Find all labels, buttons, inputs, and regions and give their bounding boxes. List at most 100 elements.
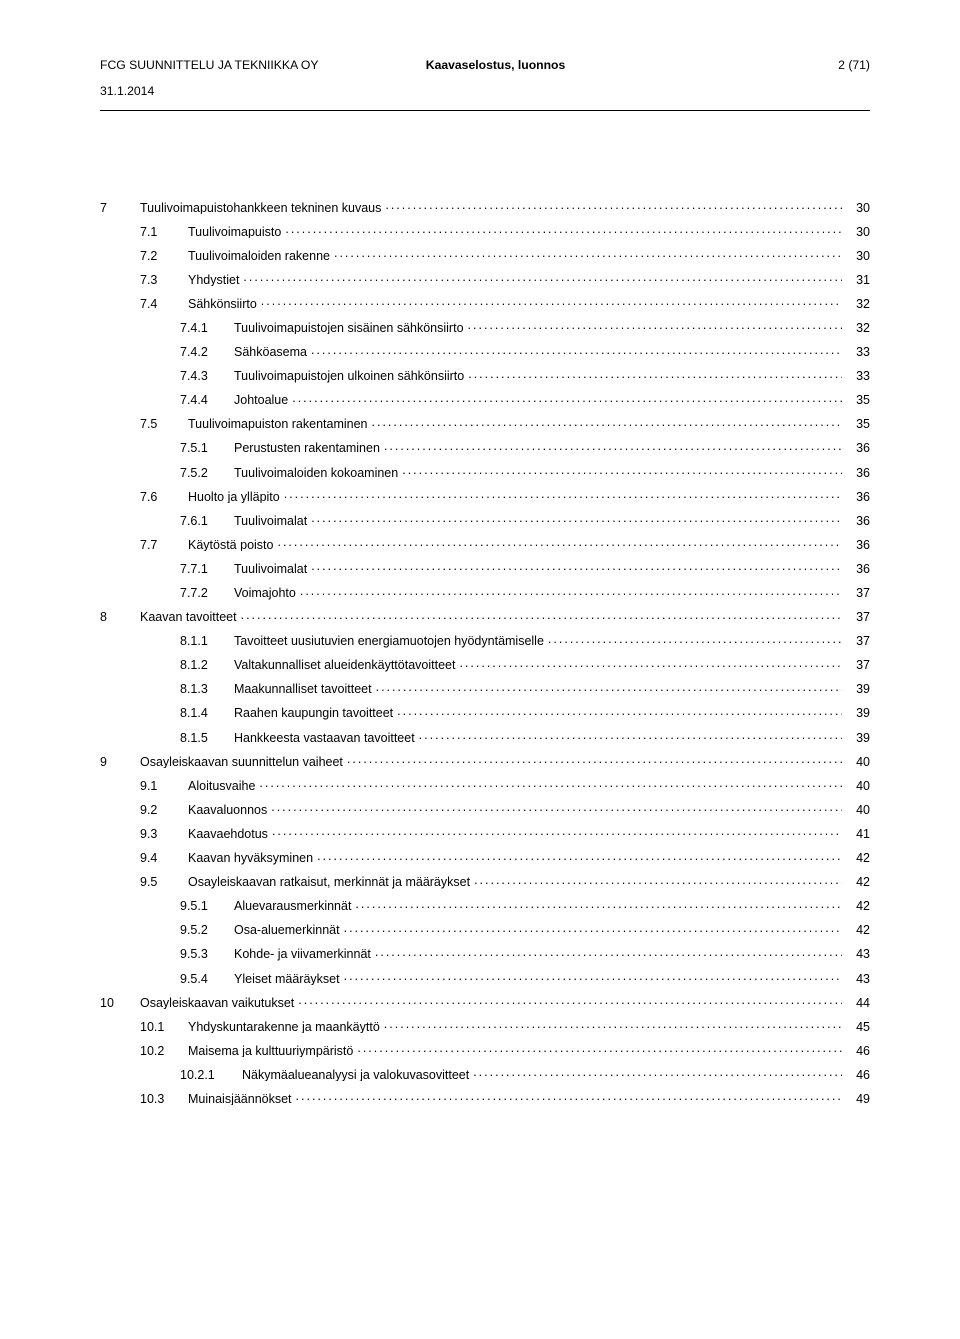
toc-leader-dots (317, 850, 842, 863)
toc-leader-dots (468, 368, 842, 381)
toc-entry-title: Valtakunnalliset alueidenkäyttötavoittee… (234, 659, 455, 672)
toc-entry-number: 7.6 (140, 491, 188, 504)
toc-entry-page: 36 (846, 515, 870, 528)
toc-entry-number: 8.1.3 (180, 683, 234, 696)
toc-leader-dots (243, 271, 842, 284)
toc-entry-page: 42 (846, 900, 870, 913)
toc-leader-dots (311, 512, 842, 525)
toc-entry-number: 7.4.2 (180, 346, 234, 359)
toc-entry-title: Tuulivoimapuiston rakentaminen (188, 418, 368, 431)
toc-leader-dots (259, 777, 842, 790)
toc-leader-dots (241, 609, 842, 622)
toc-row: 7.5Tuulivoimapuiston rakentaminen 35 (100, 416, 870, 431)
toc-leader-dots (311, 560, 842, 573)
toc-row: 9.5Osayleiskaavan ratkaisut, merkinnät j… (100, 874, 870, 889)
toc-entry-page: 49 (846, 1093, 870, 1106)
toc-entry-page: 37 (846, 635, 870, 648)
toc-entry-page: 45 (846, 1021, 870, 1034)
toc-entry-page: 39 (846, 707, 870, 720)
toc-row: 7.4.2Sähköasema33 (100, 344, 870, 359)
toc-entry-page: 41 (846, 828, 870, 841)
toc-row: 9.2Kaavaluonnos40 (100, 801, 870, 816)
toc-leader-dots (357, 1042, 842, 1055)
toc-entry-title: Tuulivoimalat (234, 563, 307, 576)
toc-entry-title: Tavoitteet uusiutuvien energiamuotojen h… (234, 635, 544, 648)
toc-entry-title: Kaavaehdotus (188, 828, 268, 841)
toc-entry-title: Yleiset määräykset (234, 973, 340, 986)
toc-entry-page: 30 (846, 250, 870, 263)
toc-entry-page: 44 (846, 997, 870, 1010)
header-page-label: 2 (71) (722, 58, 870, 72)
toc-row: 7.7.2Voimajohto37 (100, 585, 870, 600)
toc-entry-page: 33 (846, 370, 870, 383)
toc-entry-page: 42 (846, 852, 870, 865)
toc-entry-title: Voimajohto (234, 587, 296, 600)
toc-entry-title: Käytöstä poisto (188, 539, 273, 552)
toc-entry-number: 10 (100, 997, 140, 1010)
toc-row: 10.2.1Näkymäalueanalyysi ja valokuvasovi… (100, 1066, 870, 1081)
toc-entry-number: 9.3 (140, 828, 188, 841)
toc-entry-number: 7.4.3 (180, 370, 234, 383)
table-of-contents: 7Tuulivoimapuistohankkeen tekninen kuvau… (100, 199, 870, 1105)
toc-entry-number: 8.1.2 (180, 659, 234, 672)
toc-row: 10.1Yhdyskuntarakenne ja maankäyttö45 (100, 1018, 870, 1033)
toc-leader-dots (384, 440, 842, 453)
toc-entry-number: 9.1 (140, 780, 188, 793)
toc-leader-dots (419, 729, 842, 742)
toc-row: 10Osayleiskaavan vaikutukset 44 (100, 994, 870, 1009)
page-header: FCG SUUNNITTELU JA TEKNIIKKA OY Kaavasel… (100, 58, 870, 72)
toc-leader-dots (402, 464, 842, 477)
header-doc-title: Kaavaselostus, luonnos (426, 58, 722, 72)
toc-entry-title: Tuulivoimaloiden kokoaminen (234, 467, 398, 480)
toc-entry-title: Hankkeesta vastaavan tavoitteet (234, 732, 415, 745)
toc-row: 10.2Maisema ja kulttuuriympäristö46 (100, 1042, 870, 1057)
toc-row: 9.5.4Yleiset määräykset43 (100, 970, 870, 985)
toc-row: 7Tuulivoimapuistohankkeen tekninen kuvau… (100, 199, 870, 214)
toc-entry-number: 9.5.3 (180, 948, 234, 961)
header-date: 31.1.2014 (100, 84, 870, 98)
toc-entry-page: 35 (846, 394, 870, 407)
toc-row: 7.2Tuulivoimaloiden rakenne30 (100, 247, 870, 262)
toc-entry-number: 7.2 (140, 250, 188, 263)
toc-row: 10.3Muinaisjäännökset49 (100, 1090, 870, 1105)
toc-entry-number: 9.5 (140, 876, 188, 889)
toc-row: 7.5.2Tuulivoimaloiden kokoaminen36 (100, 464, 870, 479)
toc-leader-dots (375, 946, 842, 959)
toc-entry-page: 35 (846, 418, 870, 431)
toc-entry-title: Kaavan tavoitteet (140, 611, 237, 624)
toc-entry-title: Huolto ja ylläpito (188, 491, 280, 504)
toc-leader-dots (459, 657, 842, 670)
toc-entry-title: Yhdyskuntarakenne ja maankäyttö (188, 1021, 380, 1034)
toc-row: 7.7Käytöstä poisto36 (100, 536, 870, 551)
toc-row: 8.1.2Valtakunnalliset alueidenkäyttötavo… (100, 657, 870, 672)
toc-entry-page: 42 (846, 876, 870, 889)
toc-entry-title: Kohde- ja viivamerkinnät (234, 948, 371, 961)
toc-entry-number: 7.5 (140, 418, 188, 431)
toc-entry-number: 8.1.4 (180, 707, 234, 720)
toc-entry-number: 8.1.5 (180, 732, 234, 745)
toc-entry-title: Osayleiskaavan vaikutukset (140, 997, 294, 1010)
toc-entry-number: 7.4 (140, 298, 188, 311)
toc-leader-dots (347, 753, 842, 766)
toc-row: 7.6.1Tuulivoimalat36 (100, 512, 870, 527)
toc-entry-number: 7.6.1 (180, 515, 234, 528)
toc-leader-dots (311, 344, 842, 357)
toc-entry-title: Näkymäalueanalyysi ja valokuvasovitteet (242, 1069, 469, 1082)
toc-entry-number: 7.1 (140, 226, 188, 239)
toc-leader-dots (376, 681, 842, 694)
toc-entry-title: Tuulivoimapuistohankkeen tekninen kuvaus (140, 202, 381, 215)
toc-leader-dots (344, 922, 842, 935)
toc-entry-number: 7.4.1 (180, 322, 234, 335)
toc-row: 7.4.1Tuulivoimapuistojen sisäinen sähkön… (100, 319, 870, 334)
toc-entry-title: Sähkönsiirto (188, 298, 257, 311)
toc-entry-page: 30 (846, 202, 870, 215)
toc-entry-number: 9 (100, 756, 140, 769)
toc-entry-title: Johtoalue (234, 394, 288, 407)
toc-entry-page: 33 (846, 346, 870, 359)
document-page: FCG SUUNNITTELU JA TEKNIIKKA OY Kaavasel… (0, 0, 960, 1165)
toc-entry-title: Kaavan hyväksyminen (188, 852, 313, 865)
toc-entry-number: 8 (100, 611, 140, 624)
toc-leader-dots (298, 994, 842, 1007)
toc-leader-dots (384, 1018, 842, 1031)
toc-leader-dots (296, 1090, 842, 1103)
